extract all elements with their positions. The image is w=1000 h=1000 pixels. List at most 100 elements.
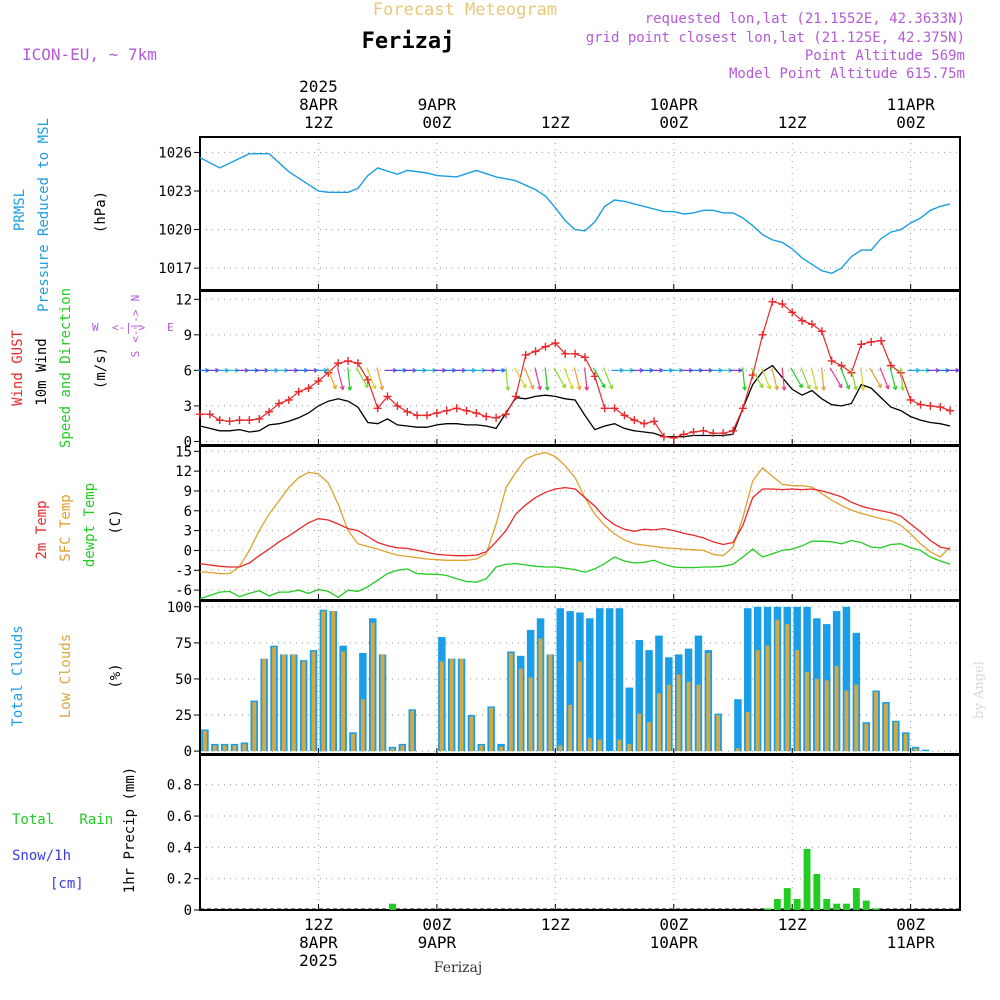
wind-direction-arrow (820, 367, 825, 391)
gust-marker (709, 429, 718, 438)
total-cloud-bar (734, 699, 742, 752)
y-tick-label: 1017 (158, 261, 192, 277)
total-cloud-bar (556, 608, 564, 752)
total-cloud-bar (635, 640, 643, 752)
gust-marker (728, 426, 737, 435)
top-title: Forecast Meteogram (373, 0, 557, 20)
celsius-unit: (C) (108, 509, 124, 534)
y-tick-label: 0.4 (167, 840, 192, 856)
precip-bar (773, 899, 781, 910)
speed-dir-label: Speed and Direction (58, 288, 74, 448)
total-cloud-bar (615, 608, 624, 752)
low-cloud-bar (212, 745, 217, 752)
ms-unit: (m/s) (93, 347, 109, 389)
wind-direction-arrow (781, 367, 786, 391)
wind-arrow-head (837, 383, 843, 389)
gust-marker (314, 377, 323, 386)
wind-arrow-head (900, 386, 905, 391)
gust-marker (699, 426, 708, 435)
wind-direction-arrow (573, 367, 581, 390)
gust-marker (807, 320, 816, 329)
model-altitude: Model Point Altitude 615.75m (729, 66, 965, 82)
gust-label: Wind GUST (10, 330, 26, 406)
model-label: ICON-EU, ~ 7km (22, 45, 157, 64)
top-time-label: 00Z (896, 113, 925, 132)
y-tick-label: 6 (184, 504, 192, 520)
panel5-labels: Total Rain Snow/1h [cm] 1hr Precip (mm) (12, 767, 138, 893)
gust-marker (926, 401, 935, 410)
low-cloud-bar (735, 748, 740, 752)
gust-marker (255, 414, 264, 423)
gust-marker (225, 417, 234, 426)
precip-bar (803, 848, 811, 910)
wind-arrow-head (601, 383, 606, 389)
gust-marker (877, 336, 886, 345)
wind-direction-arrow (376, 367, 384, 390)
y-tick-label: 0 (184, 744, 192, 760)
compass-we: <-|-> (112, 321, 145, 334)
gust-marker (462, 406, 471, 415)
gust-marker (679, 430, 688, 439)
gust-marker (344, 356, 353, 365)
wind-direction-arrow (505, 367, 509, 391)
gust-marker (590, 372, 599, 381)
gust-marker (630, 416, 639, 425)
gust-marker (659, 432, 668, 441)
low-cloud-bar (291, 654, 296, 752)
low-cloud-bar (657, 693, 661, 752)
top-time-label: 12Z (778, 113, 807, 132)
total-cloud-bar (645, 650, 653, 752)
wind-direction-arrow (879, 367, 890, 390)
panel-frame (199, 445, 961, 601)
gust-marker (521, 350, 530, 359)
y-tick-label: 0.2 (167, 872, 192, 888)
low-cloud-bar (844, 690, 849, 752)
low-cloud-bar (745, 712, 750, 752)
y-tick-label: -6 (175, 583, 192, 599)
y-tick-label: 0.8 (167, 778, 192, 794)
pressure-label: Pressure Reduced to MSL (36, 118, 52, 312)
wind-arrow-head (522, 383, 527, 389)
precip-bar (862, 900, 870, 910)
wind-arrow-head (806, 384, 811, 390)
gust-marker (531, 347, 540, 356)
wind-direction-arrow (347, 367, 351, 391)
low-cloud-bar (222, 745, 227, 752)
gust-marker (561, 349, 570, 358)
low-cloud-bar (864, 723, 869, 752)
gust-marker (294, 387, 303, 396)
total-cloud-bar (921, 749, 930, 752)
total-cloud-bar (655, 635, 663, 752)
gust-marker (215, 416, 224, 425)
y-tick-label: 0 (184, 543, 192, 559)
low-cloud-bar (469, 716, 474, 752)
gust-marker (413, 411, 422, 420)
gust-marker (758, 330, 767, 339)
gust-marker (403, 407, 412, 416)
wind-arrow-head (323, 367, 328, 373)
gust-marker (827, 356, 836, 365)
low-clouds-label: Low Clouds (58, 634, 74, 718)
wind-direction-arrow (760, 367, 771, 390)
wind-direction-arrow (534, 367, 542, 390)
wind-direction-arrow (800, 367, 811, 390)
gust-marker (482, 412, 491, 421)
wind-arrow-head (332, 384, 337, 390)
gust-marker (245, 416, 254, 425)
y-tick-label: 3 (184, 524, 192, 540)
y-tick-label: 6 (184, 363, 192, 379)
compass-s: S (129, 351, 142, 358)
point-altitude: Point Altitude 569m (805, 48, 965, 64)
gust-marker (304, 384, 313, 393)
panel4-labels: Total Clouds Low Clouds (%) (10, 625, 124, 726)
gust-marker (196, 410, 204, 419)
wind-arrow-head (379, 385, 385, 391)
wind-direction-arrow (810, 367, 818, 390)
low-cloud-bar (558, 745, 563, 752)
gust-marker (837, 361, 846, 370)
temp2m-label: 2m Temp (34, 500, 50, 559)
y-tick-label: 0 (184, 434, 192, 450)
bottom-time-label: 12Z (778, 915, 807, 934)
low-cloud-bar (518, 668, 523, 752)
gust-marker (620, 411, 629, 420)
